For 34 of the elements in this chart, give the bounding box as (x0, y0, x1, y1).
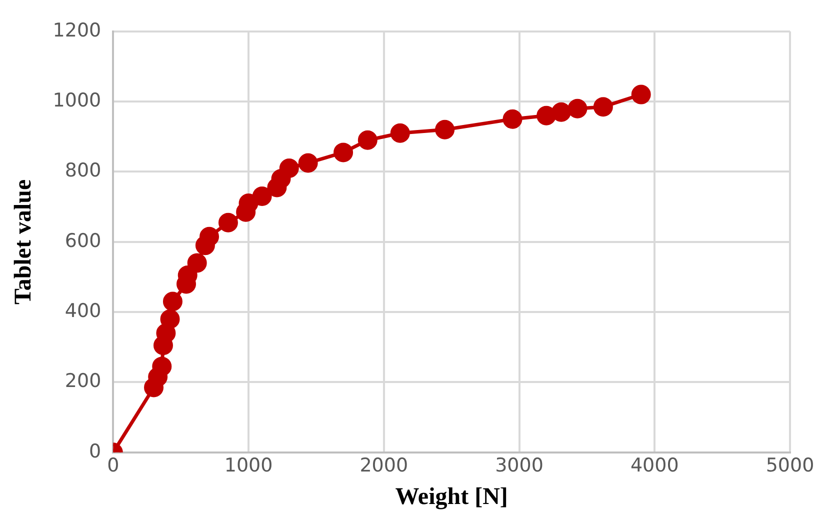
point (298, 153, 318, 173)
point (218, 212, 238, 232)
point (435, 120, 455, 140)
y-tick-label: 1200 (52, 19, 102, 42)
y-tick-label: 1000 (52, 90, 102, 112)
point (536, 106, 556, 126)
y-tick-label: 400 (64, 300, 102, 322)
y-tick-label: 800 (64, 160, 102, 182)
point (162, 292, 182, 312)
x-tick-label: 0 (107, 454, 120, 477)
y-tick-label: 0 (89, 440, 102, 462)
x-axis-title: Weight [N] (395, 484, 508, 510)
point (334, 142, 354, 162)
x-tick-label: 4000 (630, 454, 679, 477)
x-tick-label: 3000 (495, 454, 544, 477)
point (252, 186, 272, 206)
point (631, 84, 651, 104)
point (358, 130, 378, 150)
point (390, 123, 410, 143)
point (152, 356, 172, 376)
x-tick-label: 2000 (360, 454, 408, 477)
y-tick-label: 200 (64, 370, 102, 392)
y-axis-title: Tablet value (10, 178, 37, 304)
y-tick-label: 600 (64, 230, 102, 252)
point (160, 309, 180, 329)
point (200, 226, 220, 246)
point (502, 109, 522, 129)
x-tick-label: 1000 (224, 454, 273, 477)
point (279, 158, 299, 178)
x-tick-label: 5000 (766, 454, 814, 477)
point (593, 97, 613, 117)
point (551, 102, 571, 122)
point (568, 98, 588, 118)
point (187, 253, 207, 273)
